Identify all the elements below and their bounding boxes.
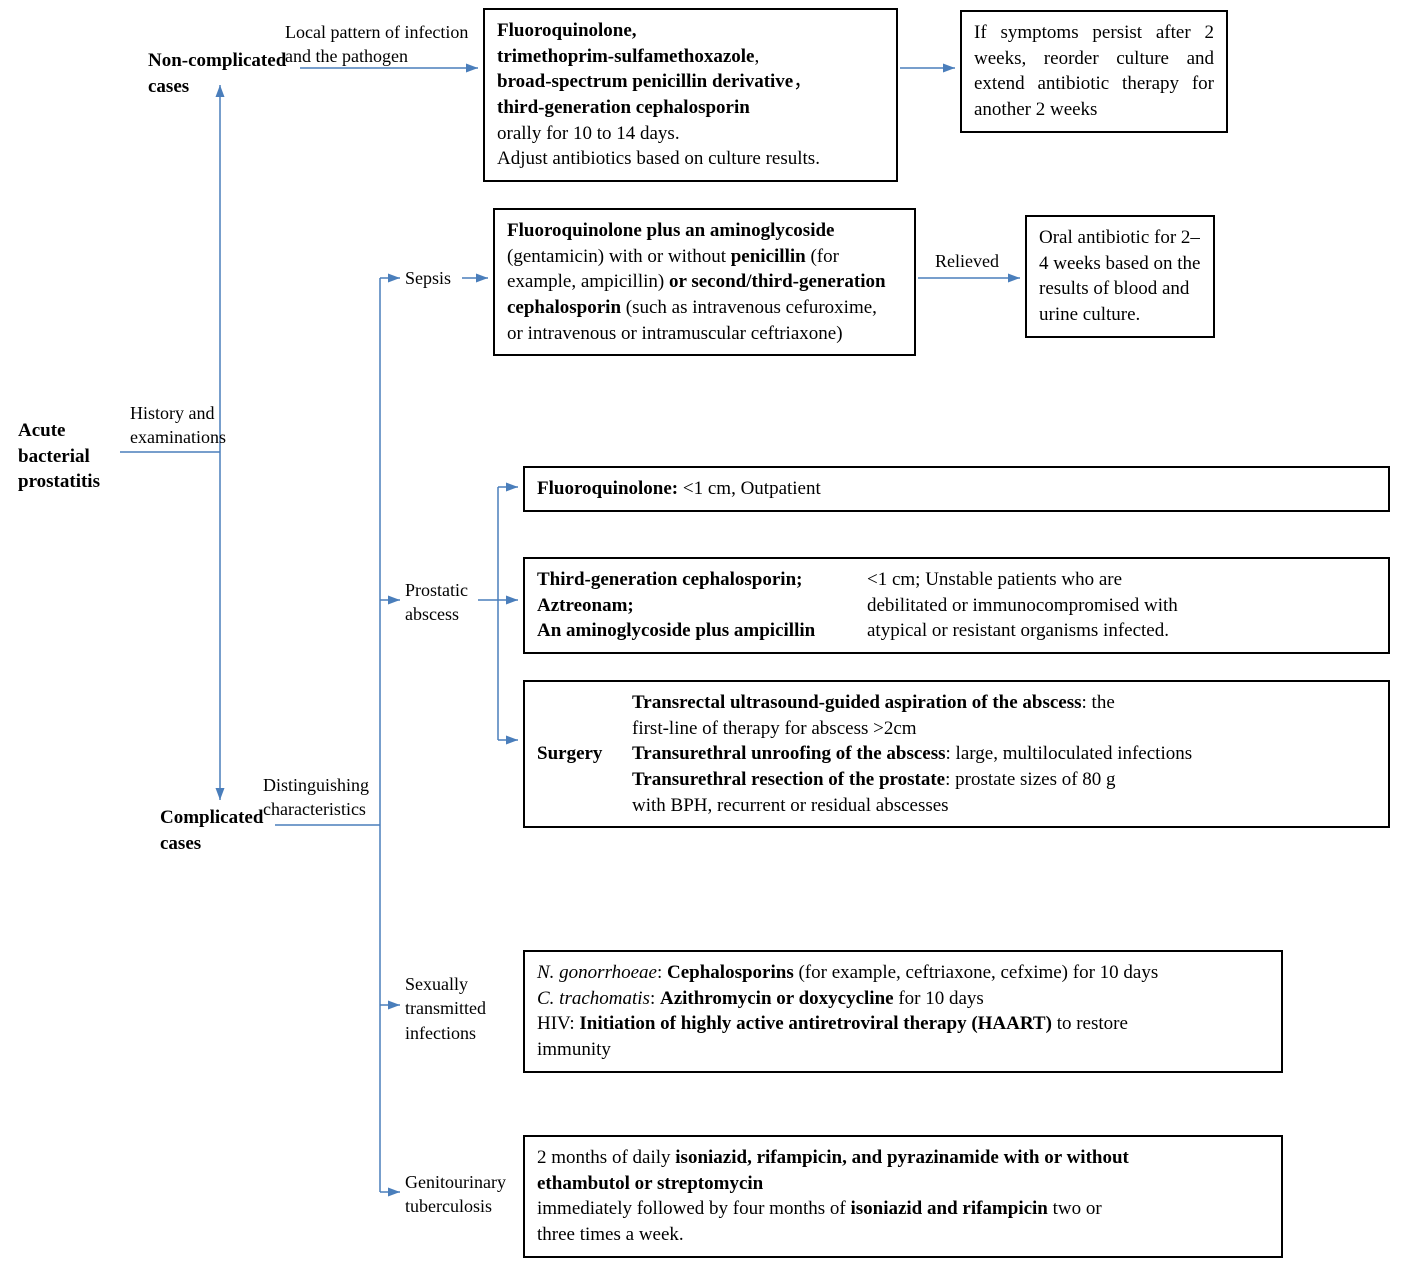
sti-box: N. gonorrhoeae: Cephalosporins (for exam… xyxy=(523,950,1283,1073)
root-title: Acute bacterial prostatitis xyxy=(18,418,100,495)
complicated-title: Complicated cases xyxy=(160,805,263,856)
surgery-label: Surgery xyxy=(537,741,632,767)
root-edge-label: History and examinations xyxy=(130,401,226,450)
abscess-surgery-box: Surgery Transrectal ultrasound-guided as… xyxy=(523,680,1390,828)
complicated-edge-label: Distinguishing characteristics xyxy=(263,773,369,822)
sepsis-label: Sepsis xyxy=(405,266,451,290)
noncomplicated-treatment-box: Fluoroquinolone, trimethoprim-sulfametho… xyxy=(483,8,898,182)
sepsis-treatment-box: Fluoroquinolone plus an aminoglycoside (… xyxy=(493,208,916,356)
abscess-box1: Fluoroquinolone: <1 cm, Outpatient xyxy=(523,466,1390,512)
gutb-label: Genitourinary tuberculosis xyxy=(405,1170,506,1219)
sti-label: Sexually transmitted infections xyxy=(405,972,486,1045)
sepsis-relieved-label: Relieved xyxy=(935,249,999,273)
noncomplicated-followup-box: If symptoms persist after 2 weeks, reord… xyxy=(960,10,1228,133)
sepsis-followup-box: Oral antibiotic for 2–4 weeks based on t… xyxy=(1025,215,1215,338)
abscess-box2: Third-generation cephalosporin; Aztreona… xyxy=(523,557,1390,654)
abscess-label: Prostatic abscess xyxy=(405,578,468,627)
noncomplicated-title: Non-complicated cases xyxy=(148,48,286,99)
noncomplicated-edge-label: Local pattern of infection and the patho… xyxy=(285,20,468,69)
gutb-box: 2 months of daily isoniazid, rifampicin,… xyxy=(523,1135,1283,1258)
